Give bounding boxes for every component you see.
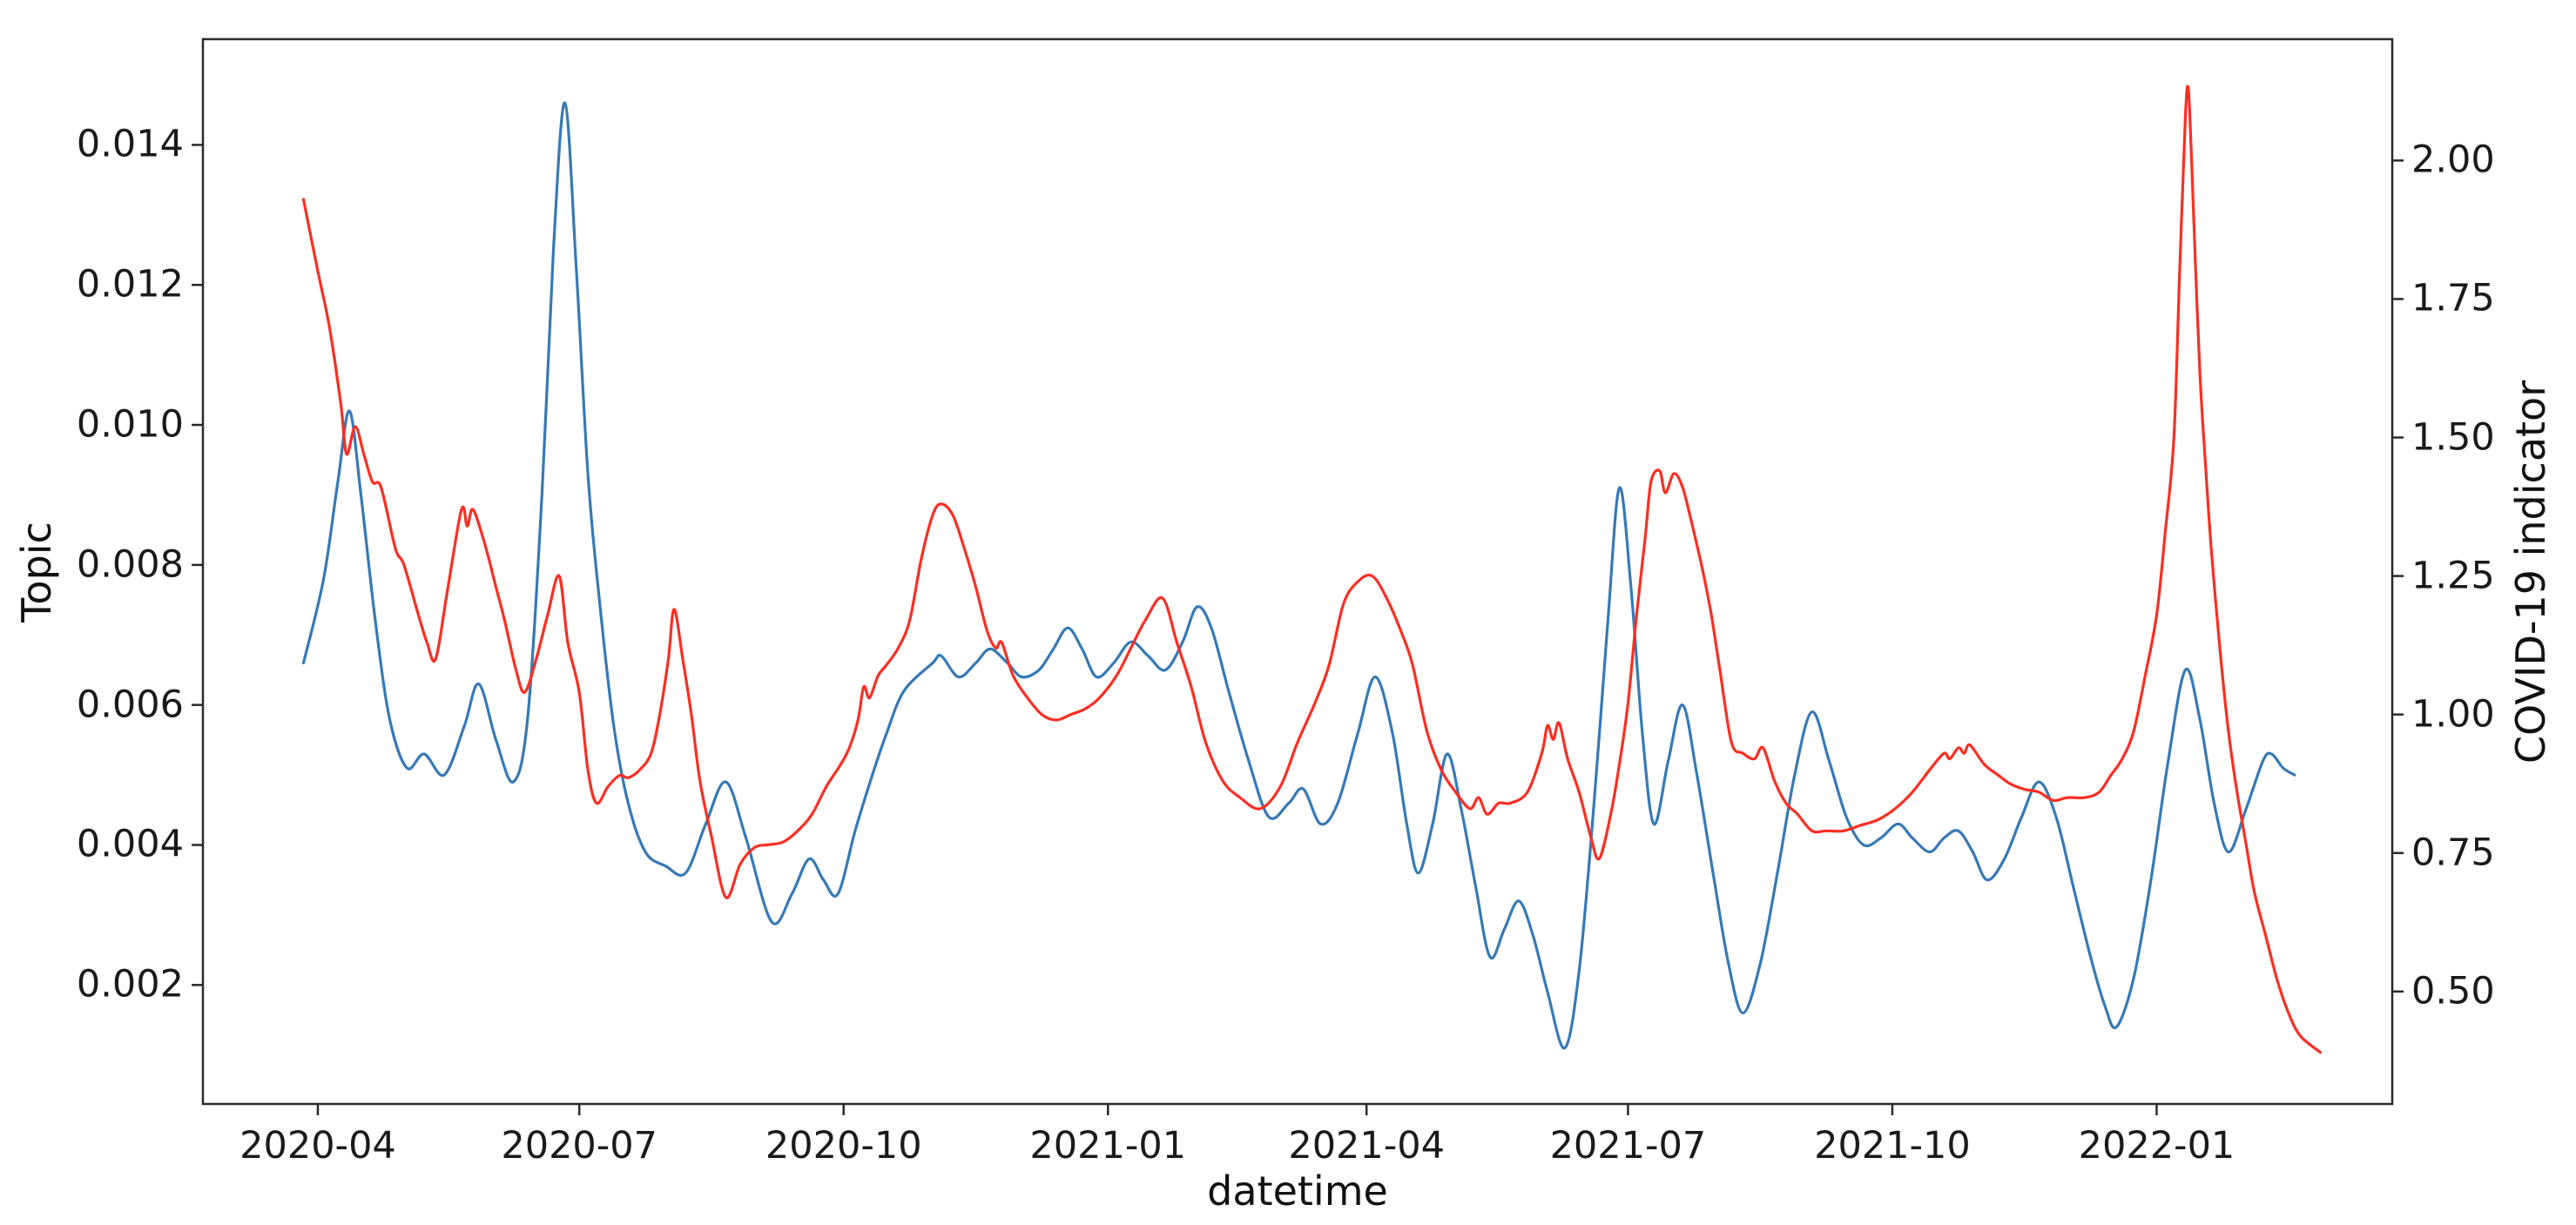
series-line-left — [301, 101, 2296, 1050]
y-tick-label-left: 0.006 — [76, 683, 184, 727]
x-tick-label: 2020-10 — [765, 1124, 922, 1168]
y-axis-label-left: Topic — [13, 521, 60, 623]
x-tick-label: 2021-10 — [1814, 1124, 1971, 1168]
y-tick-label-right: 1.50 — [2411, 415, 2495, 459]
x-tick-label: 2022-01 — [2078, 1124, 2235, 1168]
x-tick-label: 2020-04 — [239, 1124, 396, 1168]
series-line-right — [301, 84, 2323, 1054]
x-tick-label: 2021-01 — [1029, 1124, 1187, 1168]
plot-border — [201, 37, 2394, 1106]
y-tick-label-left: 0.014 — [76, 122, 184, 166]
y-tick-label-left: 0.004 — [76, 822, 184, 866]
y-tick-label-right: 0.75 — [2411, 831, 2495, 875]
x-axis-label: datetime — [1207, 1168, 1388, 1215]
y-tick-label-right: 1.25 — [2411, 554, 2495, 598]
y-tick-label-left: 0.010 — [76, 402, 184, 447]
x-tick-label: 2021-04 — [1288, 1124, 1446, 1168]
y-tick-label-right: 1.75 — [2411, 276, 2495, 320]
x-tick-label: 2020-07 — [501, 1124, 658, 1168]
y-tick-label-left: 0.008 — [76, 542, 184, 587]
y-tick-label-left: 0.002 — [76, 962, 184, 1006]
y-tick-label-right: 2.00 — [2411, 138, 2495, 182]
y-tick-label-left: 0.012 — [76, 262, 184, 306]
y-tick-label-right: 0.50 — [2411, 969, 2495, 1013]
y-tick-label-right: 1.00 — [2411, 692, 2495, 737]
x-tick-label: 2021-07 — [1549, 1124, 1707, 1168]
y-axis-label-right: COVID-19 indicator — [2507, 380, 2554, 764]
